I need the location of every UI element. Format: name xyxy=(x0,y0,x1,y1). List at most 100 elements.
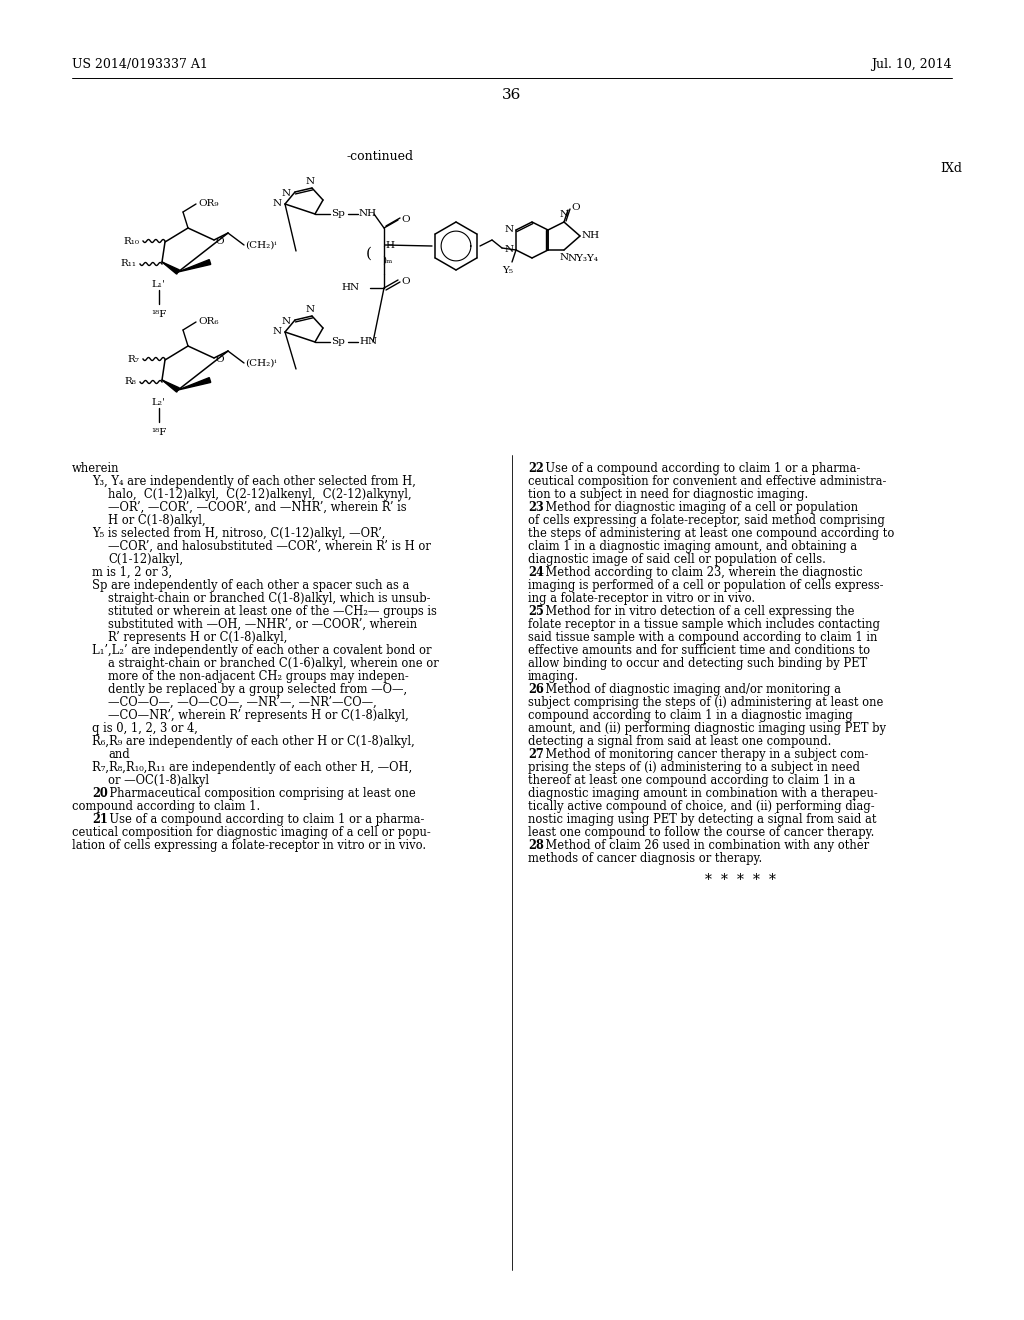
Text: claim 1 in a diagnostic imaging amount, and obtaining a: claim 1 in a diagnostic imaging amount, … xyxy=(528,540,857,553)
Text: or —OC(1-8)alkyl: or —OC(1-8)alkyl xyxy=(108,774,209,787)
Text: ceutical composition for convenient and effective administra-: ceutical composition for convenient and … xyxy=(528,475,887,488)
Text: *: * xyxy=(736,873,743,887)
Text: m is 1, 2 or 3,: m is 1, 2 or 3, xyxy=(92,566,172,579)
Text: folate receptor in a tissue sample which includes contacting: folate receptor in a tissue sample which… xyxy=(528,618,880,631)
Text: N: N xyxy=(272,327,282,337)
Text: N: N xyxy=(272,199,282,209)
Text: prising the steps of (i) administering to a subject in need: prising the steps of (i) administering t… xyxy=(528,762,860,774)
Text: 26: 26 xyxy=(528,682,544,696)
Text: —COR’, and halosubstituted —COR’, wherein R’ is H or: —COR’, and halosubstituted —COR’, wherei… xyxy=(108,540,431,553)
Text: . Method of claim 26 used in combination with any other: . Method of claim 26 used in combination… xyxy=(539,840,869,851)
Text: HN: HN xyxy=(342,284,360,293)
Text: ¹⁸F: ¹⁸F xyxy=(152,310,167,319)
Polygon shape xyxy=(162,261,179,275)
Text: . Use of a compound according to claim 1 or a pharma-: . Use of a compound according to claim 1… xyxy=(102,813,425,826)
Text: of cells expressing a folate-receptor, said method comprising: of cells expressing a folate-receptor, s… xyxy=(528,513,885,527)
Text: O: O xyxy=(571,203,580,213)
Text: NH: NH xyxy=(582,231,600,240)
Text: L₂': L₂' xyxy=(152,399,165,407)
Text: Sp: Sp xyxy=(331,338,345,346)
Text: *: * xyxy=(753,873,760,887)
Text: ceutical composition for diagnostic imaging of a cell or popu-: ceutical composition for diagnostic imag… xyxy=(72,826,431,840)
Text: effective amounts and for sufficient time and conditions to: effective amounts and for sufficient tim… xyxy=(528,644,870,657)
Text: a straight-chain or branched C(1-6)alkyl, wherein one or: a straight-chain or branched C(1-6)alkyl… xyxy=(108,657,438,671)
Text: ing a folate-receptor in vitro or in vivo.: ing a folate-receptor in vitro or in viv… xyxy=(528,591,755,605)
Text: the steps of administering at least one compound according to: the steps of administering at least one … xyxy=(528,527,894,540)
Text: R₇,R₈,R₁₀,R₁₁ are independently of each other H, —OH,: R₇,R₈,R₁₀,R₁₁ are independently of each … xyxy=(92,762,413,774)
Text: -continued: -continued xyxy=(346,150,414,162)
Text: dently be replaced by a group selected from —O—,: dently be replaced by a group selected f… xyxy=(108,682,408,696)
Text: tion to a subject in need for diagnostic imaging.: tion to a subject in need for diagnostic… xyxy=(528,488,808,502)
Text: . Method according to claim 23, wherein the diagnostic: . Method according to claim 23, wherein … xyxy=(539,566,863,579)
Polygon shape xyxy=(178,378,211,389)
Text: H or C(1-8)alkyl,: H or C(1-8)alkyl, xyxy=(108,513,206,527)
Text: OR₉: OR₉ xyxy=(198,199,218,209)
Text: N: N xyxy=(559,210,568,219)
Text: N: N xyxy=(282,317,291,326)
Text: tically active compound of choice, and (ii) performing diag-: tically active compound of choice, and (… xyxy=(528,800,874,813)
Text: 24: 24 xyxy=(528,566,544,579)
Text: said tissue sample with a compound according to claim 1 in: said tissue sample with a compound accor… xyxy=(528,631,878,644)
Text: R₆,R₉ are independently of each other H or C(1-8)alkyl,: R₆,R₉ are independently of each other H … xyxy=(92,735,415,748)
Text: 21: 21 xyxy=(92,813,108,826)
Text: R’ represents H or C(1-8)alkyl,: R’ represents H or C(1-8)alkyl, xyxy=(108,631,288,644)
Text: O: O xyxy=(215,355,223,363)
Text: R₇: R₇ xyxy=(127,355,139,363)
Text: C(1-12)alkyl,: C(1-12)alkyl, xyxy=(108,553,183,566)
Text: R₁₀: R₁₀ xyxy=(123,236,139,246)
Text: subject comprising the steps of (i) administering at least one: subject comprising the steps of (i) admi… xyxy=(528,696,884,709)
Text: —CO—O—, —O—CO—, —NR’—, —NR’—CO—,: —CO—O—, —O—CO—, —NR’—, —NR’—CO—, xyxy=(108,696,377,709)
Text: straight-chain or branched C(1-8)alkyl, which is unsub-: straight-chain or branched C(1-8)alkyl, … xyxy=(108,591,430,605)
Text: (: ( xyxy=(366,247,372,261)
Text: . Method for diagnostic imaging of a cell or population: . Method for diagnostic imaging of a cel… xyxy=(539,502,859,513)
Text: halo,  C(1-12)alkyl,  C(2-12)alkenyl,  C(2-12)alkynyl,: halo, C(1-12)alkyl, C(2-12)alkenyl, C(2-… xyxy=(108,488,412,502)
Text: detecting a signal from said at least one compound.: detecting a signal from said at least on… xyxy=(528,735,831,748)
Text: 36: 36 xyxy=(503,88,521,102)
Text: NY₃Y₄: NY₃Y₄ xyxy=(568,253,599,263)
Text: 22: 22 xyxy=(528,462,544,475)
Text: . Method for in vitro detection of a cell expressing the: . Method for in vitro detection of a cel… xyxy=(539,605,855,618)
Text: H: H xyxy=(385,242,394,249)
Text: OR₆: OR₆ xyxy=(198,318,218,326)
Text: N: N xyxy=(305,177,314,186)
Text: *: * xyxy=(769,873,775,887)
Text: Sp are independently of each other a spacer such as a: Sp are independently of each other a spa… xyxy=(92,579,410,591)
Text: diagnostic imaging amount in combination with a therapeu-: diagnostic imaging amount in combination… xyxy=(528,787,878,800)
Text: —CO—NR’, wherein R’ represents H or C(1-8)alkyl,: —CO—NR’, wherein R’ represents H or C(1-… xyxy=(108,709,409,722)
Text: O: O xyxy=(215,236,223,246)
Text: least one compound to follow the course of cancer therapy.: least one compound to follow the course … xyxy=(528,826,874,840)
Text: amount, and (ii) performing diagnostic imaging using PET by: amount, and (ii) performing diagnostic i… xyxy=(528,722,886,735)
Text: 27: 27 xyxy=(528,748,544,762)
Text: L₁': L₁' xyxy=(152,280,165,289)
Text: N: N xyxy=(305,305,314,314)
Text: imaging.: imaging. xyxy=(528,671,580,682)
Text: wherein: wherein xyxy=(72,462,120,475)
Text: methods of cancer diagnosis or therapy.: methods of cancer diagnosis or therapy. xyxy=(528,851,762,865)
Text: Y₅: Y₅ xyxy=(503,267,513,275)
Text: 25: 25 xyxy=(528,605,544,618)
Text: . Use of a compound according to claim 1 or a pharma-: . Use of a compound according to claim 1… xyxy=(539,462,861,475)
Text: Sp: Sp xyxy=(331,210,345,219)
Text: nostic imaging using PET by detecting a signal from said at: nostic imaging using PET by detecting a … xyxy=(528,813,877,826)
Text: US 2014/0193337 A1: US 2014/0193337 A1 xyxy=(72,58,208,71)
Text: diagnostic image of said cell or population of cells.: diagnostic image of said cell or populat… xyxy=(528,553,826,566)
Text: and: and xyxy=(108,748,130,762)
Text: . Pharmaceutical composition comprising at least one: . Pharmaceutical composition comprising … xyxy=(102,787,416,800)
Text: ¹⁸F: ¹⁸F xyxy=(152,428,167,437)
Text: 28: 28 xyxy=(528,840,544,851)
Text: O: O xyxy=(401,214,410,223)
Text: q is 0, 1, 2, 3 or 4,: q is 0, 1, 2, 3 or 4, xyxy=(92,722,198,735)
Text: )ₘ: )ₘ xyxy=(382,256,392,264)
Text: R₈: R₈ xyxy=(124,378,136,387)
Text: NH: NH xyxy=(359,210,377,219)
Text: compound according to claim 1 in a diagnostic imaging: compound according to claim 1 in a diagn… xyxy=(528,709,853,722)
Text: Y₅ is selected from H, nitroso, C(1-12)alkyl, —OR’,: Y₅ is selected from H, nitroso, C(1-12)a… xyxy=(92,527,385,540)
Text: thereof at least one compound according to claim 1 in a: thereof at least one compound according … xyxy=(528,774,855,787)
Text: R₁₁: R₁₁ xyxy=(120,260,136,268)
Text: imaging is performed of a cell or population of cells express-: imaging is performed of a cell or popula… xyxy=(528,579,884,591)
Text: N: N xyxy=(559,253,568,261)
Text: allow binding to occur and detecting such binding by PET: allow binding to occur and detecting suc… xyxy=(528,657,867,671)
Text: HN: HN xyxy=(359,338,377,346)
Text: Jul. 10, 2014: Jul. 10, 2014 xyxy=(871,58,952,71)
Text: (CH₂)ⁱ: (CH₂)ⁱ xyxy=(245,240,276,249)
